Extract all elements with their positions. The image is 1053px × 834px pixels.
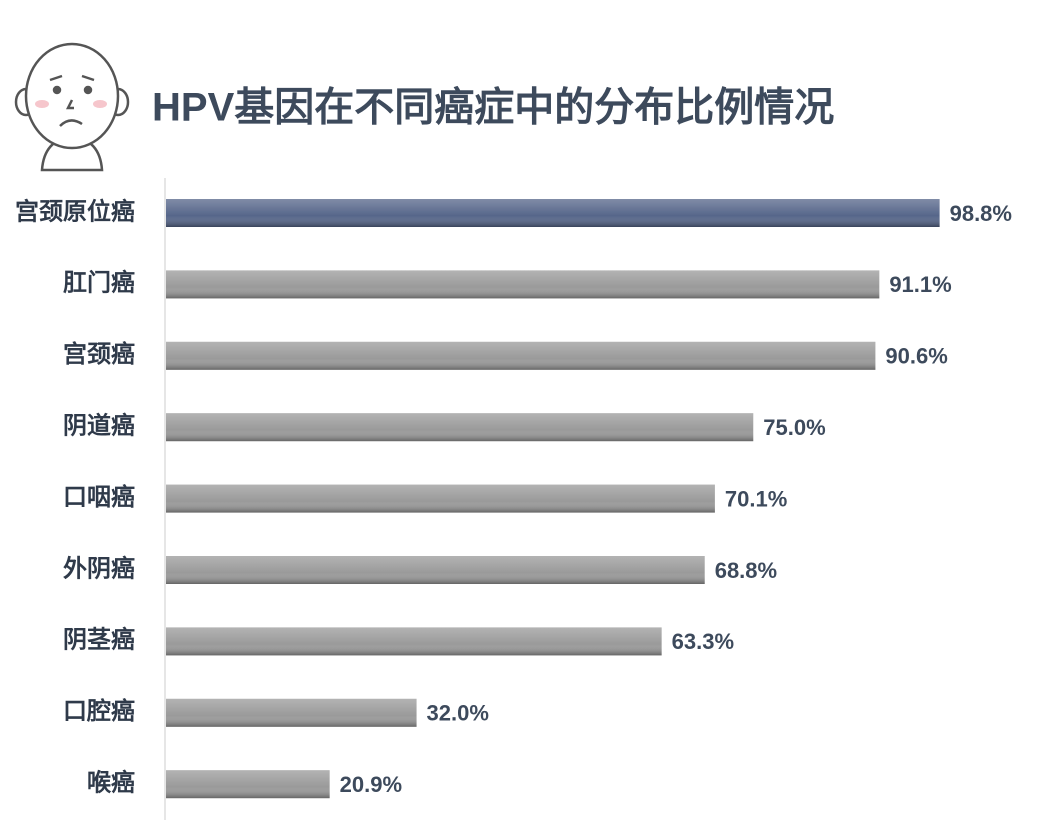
value-label: 75.0% bbox=[763, 415, 825, 440]
category-label: 阴茎癌 bbox=[63, 626, 135, 654]
category-label: 宫颈原位癌 bbox=[15, 197, 135, 225]
face-icon bbox=[14, 42, 130, 172]
value-label: 70.1% bbox=[725, 486, 787, 511]
bar-shade bbox=[166, 770, 330, 799]
category-label: 外阴癌 bbox=[63, 554, 135, 582]
category-label: 口腔癌 bbox=[63, 697, 135, 725]
value-label: 63.3% bbox=[672, 629, 734, 654]
value-label: 68.8% bbox=[715, 558, 777, 583]
value-label: 20.9% bbox=[340, 772, 402, 797]
bar-shade bbox=[166, 627, 662, 656]
category-label: 肛门癌 bbox=[63, 269, 135, 297]
category-label: 口咽癌 bbox=[63, 483, 135, 511]
category-label: 阴道癌 bbox=[63, 412, 135, 440]
bar-shade bbox=[166, 270, 880, 299]
category-label: 喉癌 bbox=[87, 769, 135, 797]
bar-shade bbox=[166, 199, 940, 227]
bar-shade bbox=[166, 341, 876, 370]
value-label: 98.8% bbox=[950, 201, 1012, 226]
bar-shade bbox=[166, 484, 715, 513]
bar-shade bbox=[166, 556, 705, 584]
chart-title: HPV基因在不同癌症中的分布比例情况 bbox=[152, 86, 834, 130]
value-label: 32.0% bbox=[427, 701, 489, 726]
category-label: 宫颈癌 bbox=[63, 340, 135, 368]
value-label: 90.6% bbox=[885, 344, 947, 369]
bar-shade bbox=[166, 413, 754, 442]
bar-shade bbox=[166, 698, 417, 727]
value-label: 91.1% bbox=[889, 272, 951, 297]
